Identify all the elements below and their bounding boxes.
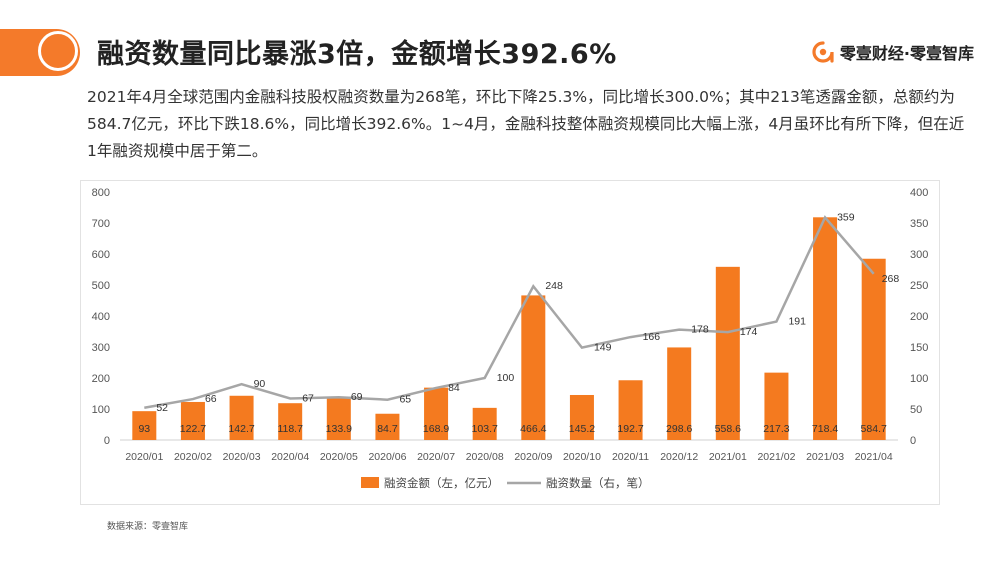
x-tick-label: 2020/12 bbox=[660, 451, 698, 463]
line-value-label: 52 bbox=[156, 402, 168, 414]
bar bbox=[618, 380, 643, 440]
y-right-tick-label: 150 bbox=[910, 342, 928, 354]
line-value-label: 166 bbox=[643, 331, 661, 343]
bar-value-label: 558.6 bbox=[715, 423, 741, 435]
y-left-tick-label: 300 bbox=[92, 342, 110, 354]
x-tick-label: 2021/02 bbox=[757, 451, 795, 463]
bar-value-label: 122.7 bbox=[180, 423, 206, 435]
x-tick-label: 2020/11 bbox=[612, 451, 649, 463]
line-value-label: 248 bbox=[545, 280, 563, 292]
y-left-tick-label: 0 bbox=[104, 435, 110, 447]
x-tick-label: 2021/01 bbox=[709, 451, 747, 463]
y-right-tick-label: 250 bbox=[910, 280, 928, 292]
x-tick-label: 2020/03 bbox=[223, 451, 261, 463]
x-tick-label: 2021/04 bbox=[855, 451, 893, 463]
summary-text: 2021年4月全球范围内金融科技股权融资数量为268笔，环比下降25.3%，同比… bbox=[87, 88, 965, 160]
bar-value-label: 142.7 bbox=[228, 423, 254, 435]
bar-value-label: 466.4 bbox=[520, 423, 546, 435]
bar bbox=[180, 401, 205, 440]
x-tick-label: 2020/01 bbox=[125, 451, 163, 463]
bar bbox=[132, 411, 157, 440]
y-right-tick-label: 400 bbox=[910, 187, 928, 199]
bar-value-label: 84.7 bbox=[377, 423, 398, 435]
bar bbox=[715, 266, 740, 440]
header-circle-icon bbox=[38, 31, 78, 71]
y-left-tick-label: 800 bbox=[92, 187, 110, 199]
bar bbox=[472, 407, 497, 440]
y-left-tick-label: 100 bbox=[92, 404, 110, 416]
y-right-tick-label: 200 bbox=[910, 311, 928, 323]
legend-line-label: 融资数量（右，笔） bbox=[546, 476, 650, 490]
y-left-tick-label: 700 bbox=[92, 218, 110, 230]
line-series bbox=[144, 215, 875, 409]
y-right-tick-label: 350 bbox=[910, 218, 928, 230]
bar bbox=[521, 295, 546, 440]
bar-value-label: 118.7 bbox=[277, 423, 303, 435]
bar bbox=[569, 394, 594, 440]
brand-logo-icon bbox=[812, 41, 834, 63]
bar bbox=[813, 217, 838, 440]
legend-bar-label: 融资金额（左，亿元） bbox=[384, 476, 499, 490]
x-tick-label: 2020/06 bbox=[368, 451, 406, 463]
brand: 零壹财经·零壹智库 bbox=[812, 40, 974, 64]
chart-frame bbox=[80, 180, 940, 505]
y-left-tick-label: 600 bbox=[92, 249, 110, 261]
x-tick-label: 2020/09 bbox=[514, 451, 552, 463]
y-right-tick-label: 0 bbox=[910, 435, 916, 447]
bar-value-label: 192.7 bbox=[617, 423, 643, 435]
y-right-tick-label: 100 bbox=[910, 373, 928, 385]
bar bbox=[278, 403, 303, 440]
combo-chart: 0 100 200 300 400 500 600 700 800 0 50 100 150 200 250… bbox=[92, 187, 929, 490]
bar bbox=[375, 413, 400, 440]
bar-value-label: 133.9 bbox=[326, 423, 352, 435]
data-source: 数据来源：零壹智库 bbox=[107, 522, 189, 532]
y-right-tick-label: 50 bbox=[910, 404, 922, 416]
line-value-label: 178 bbox=[691, 324, 709, 336]
y-left-tick-label: 500 bbox=[92, 280, 110, 292]
brand-name: 零壹财经·零壹智库 bbox=[839, 44, 974, 63]
page-title: 融资数量同比暴涨3倍，金额增长392.6% bbox=[97, 39, 617, 70]
line-value-label: 90 bbox=[254, 378, 266, 390]
bar-value-label: 298.6 bbox=[666, 423, 692, 435]
bar bbox=[229, 395, 254, 440]
bar bbox=[861, 258, 886, 440]
bar-value-label: 145.2 bbox=[569, 423, 595, 435]
x-tick-label: 2020/05 bbox=[320, 451, 358, 463]
x-tick-label: 2021/03 bbox=[806, 451, 844, 463]
line-value-label: 100 bbox=[497, 372, 515, 384]
bar bbox=[424, 387, 449, 440]
bar-value-label: 93 bbox=[138, 423, 150, 435]
y-right-tick-label: 300 bbox=[910, 249, 928, 261]
legend-bar-swatch bbox=[361, 477, 379, 488]
bar-value-label: 718.4 bbox=[812, 423, 838, 435]
bar-value-label: 217.3 bbox=[763, 423, 789, 435]
line-value-label: 174 bbox=[740, 326, 758, 338]
x-tick-label: 2020/10 bbox=[563, 451, 601, 463]
line-value-label: 84 bbox=[448, 382, 460, 394]
x-tick-label: 2020/07 bbox=[417, 451, 455, 463]
x-tick-label: 2020/04 bbox=[271, 451, 309, 463]
line-value-label: 359 bbox=[837, 211, 855, 223]
line-value-label: 65 bbox=[399, 394, 411, 406]
y-left-tick-label: 400 bbox=[92, 311, 110, 323]
bar-value-label: 168.9 bbox=[423, 423, 449, 435]
line-value-label: 67 bbox=[302, 392, 314, 404]
bar bbox=[326, 398, 351, 440]
line-value-label: 191 bbox=[788, 316, 806, 328]
bar-value-label: 584.7 bbox=[861, 423, 887, 435]
line-value-label: 69 bbox=[351, 391, 363, 403]
y-left-tick-label: 200 bbox=[92, 373, 110, 385]
bar bbox=[764, 372, 789, 440]
x-tick-label: 2020/08 bbox=[466, 451, 504, 463]
line-value-label: 149 bbox=[594, 342, 612, 354]
bar-value-label: 103.7 bbox=[472, 423, 498, 435]
bar bbox=[667, 347, 692, 440]
line-value-label: 66 bbox=[205, 393, 217, 405]
line-value-label: 268 bbox=[882, 273, 900, 285]
x-tick-label: 2020/02 bbox=[174, 451, 212, 463]
